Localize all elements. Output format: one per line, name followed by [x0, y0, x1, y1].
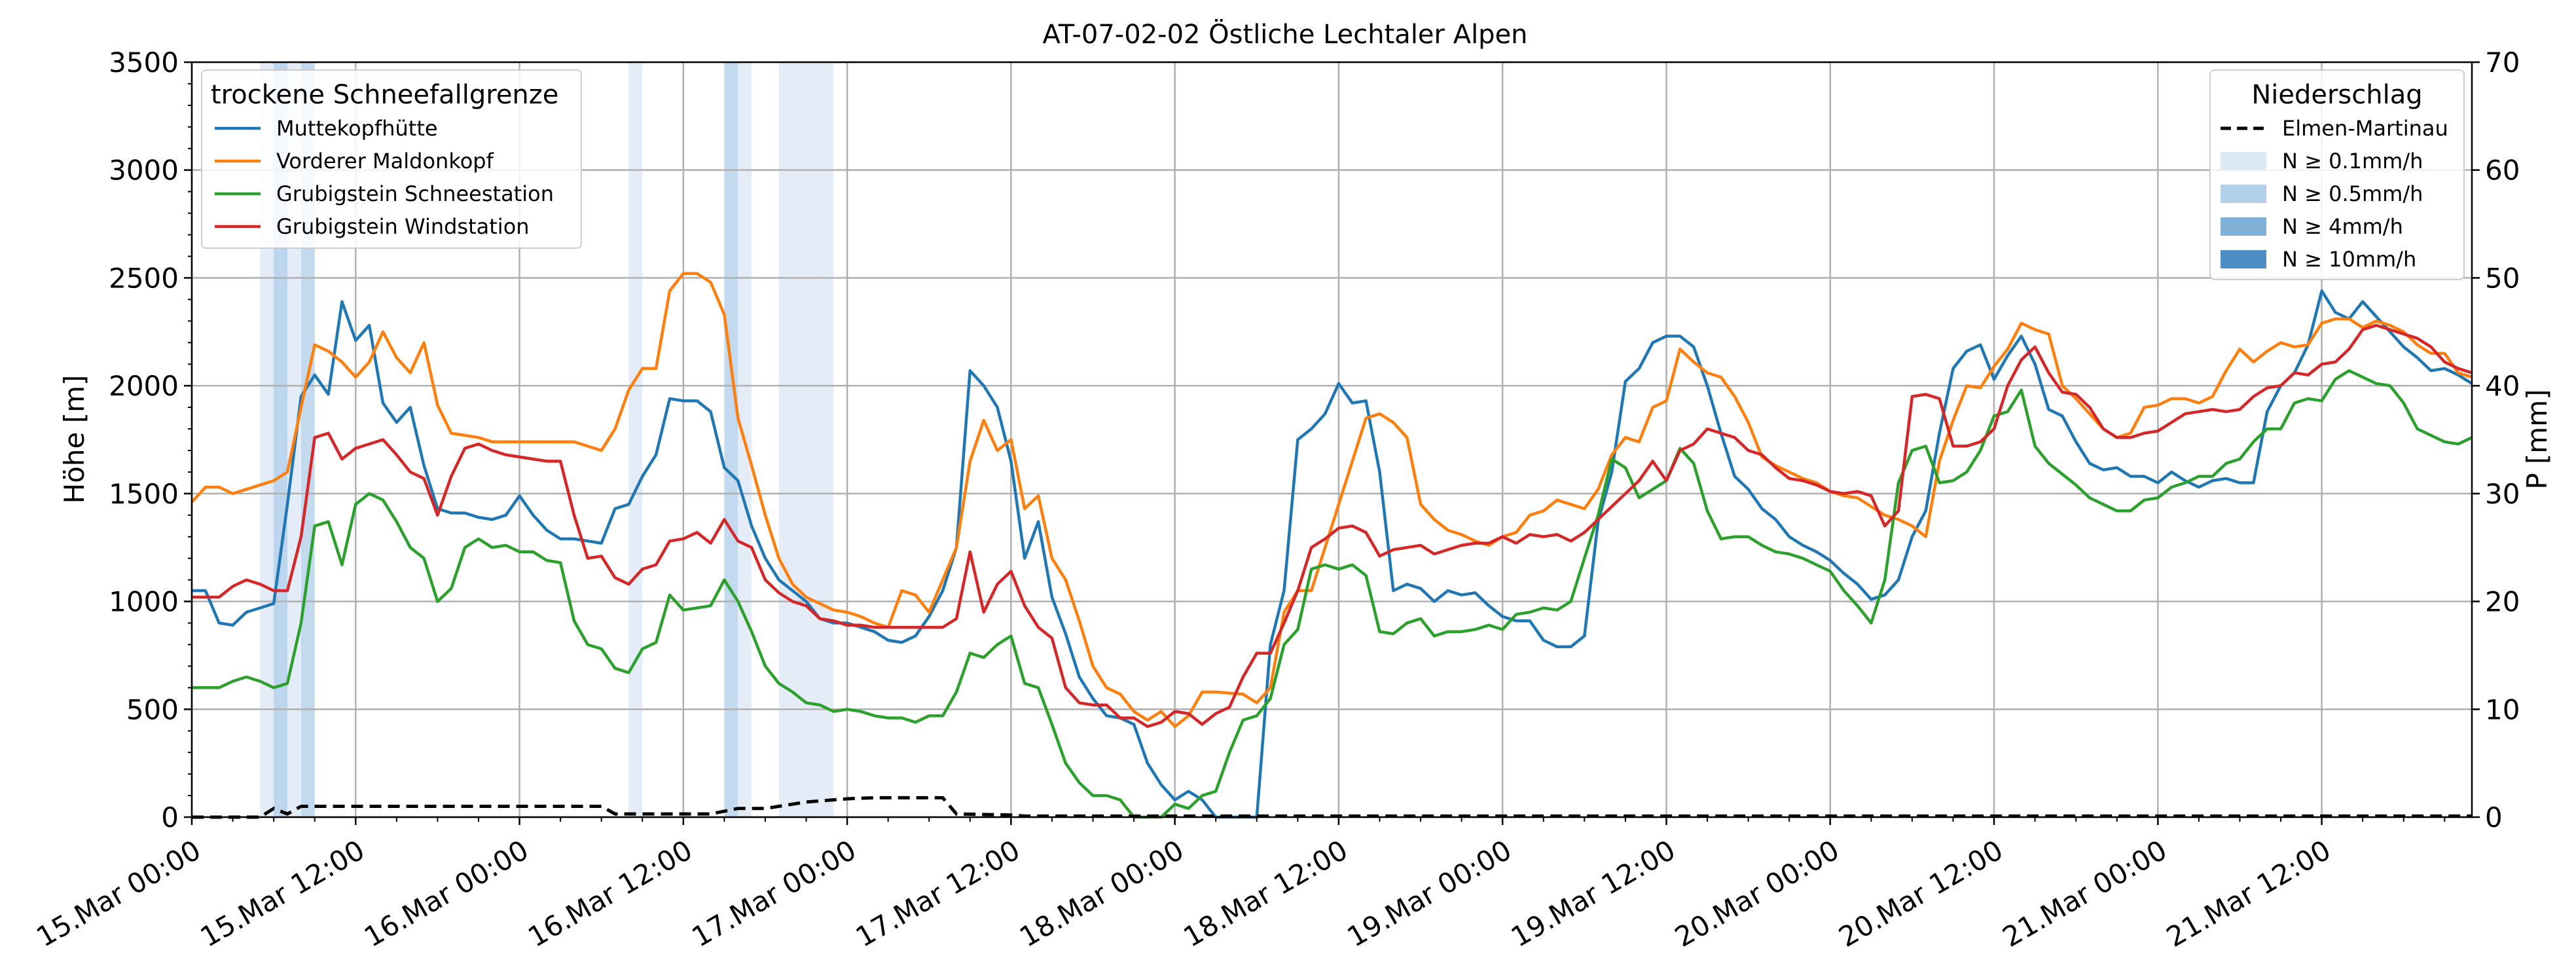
x-tick-label: 21.Mar 12:00: [2161, 834, 2336, 953]
x-tick-label: 15.Mar 12:00: [195, 834, 370, 953]
precip-band: [778, 62, 834, 817]
legend-precip-swatch: [2221, 250, 2266, 268]
y-tick-label: 1000: [109, 586, 179, 618]
legend-snowline-title: trockene Schneefallgrenze: [211, 80, 558, 110]
precip-line: [192, 796, 2472, 819]
plot-frame: [190, 61, 2473, 818]
precip-band: [628, 62, 643, 817]
y-tick-label: 1500: [109, 478, 179, 510]
legend-precip: Niederschlag Elmen-Martinau N ≥ 0.1mm/h N …: [2209, 69, 2465, 280]
legend-precip-label: N ≥ 0.1mm/h: [2282, 149, 2423, 174]
series-line: [192, 369, 2473, 819]
legend-precip-label: N ≥ 4mm/h: [2282, 214, 2403, 239]
x-tick-label: 18.Mar 12:00: [1178, 834, 1352, 953]
x-tick-label: 19.Mar 00:00: [1342, 834, 1517, 953]
x-tick-label: 17.Mar 12:00: [850, 834, 1025, 953]
legend-precip-label: Elmen-Martinau: [2282, 116, 2448, 141]
x-tick-label: 16.Mar 00:00: [359, 834, 534, 953]
y-tick-label: 3500: [109, 46, 179, 79]
y2-axis-label: P [mm]: [2521, 389, 2553, 489]
x-tick-label: 20.Mar 12:00: [1833, 834, 2008, 953]
series-line: [192, 323, 2473, 728]
y2-tick-label: 20: [2485, 586, 2520, 618]
chart-title: AT-07-02-02 Östliche Lechtaler Alpen: [1042, 18, 1527, 50]
precip-band: [274, 62, 287, 817]
x-tick-label: 20.Mar 00:00: [1669, 834, 1844, 953]
legend-line-label: Grubigstein Schneestation: [276, 181, 554, 206]
legend-line-label: Grubigstein Windstation: [276, 214, 530, 239]
precip-band: [724, 62, 738, 817]
x-tick-label: 19.Mar 12:00: [1506, 834, 1680, 953]
y2-tick-label: 30: [2485, 478, 2520, 510]
x-tick-label: 18.Mar 00:00: [1014, 834, 1189, 953]
y2-tick-label: 0: [2485, 801, 2503, 834]
legend-snowline: trockene Schneefallgrenze Muttekopfhütte…: [201, 69, 582, 249]
legend-precip-box: [2209, 69, 2465, 280]
y2-tick-label: 70: [2485, 46, 2520, 79]
precip-bands: [260, 62, 834, 817]
legend-precip-label: N ≥ 0.5mm/h: [2282, 181, 2423, 206]
legend-precip-swatch: [2221, 152, 2266, 170]
legend-precip-swatch: [2221, 217, 2266, 236]
legend-line-label: Muttekopfhütte: [276, 116, 438, 141]
x-tick-label: 17.Mar 00:00: [687, 834, 862, 953]
legend-precip-label: N ≥ 10mm/h: [2282, 247, 2416, 272]
series-line: [192, 289, 2473, 819]
legend-precip-title: Niederschlag: [2251, 80, 2422, 110]
y-tick-label: 2500: [109, 262, 179, 294]
series-line: [190, 272, 2473, 728]
y2-tick-label: 60: [2485, 155, 2520, 187]
series-lines: [190, 272, 2473, 819]
legend-snowline-box: [201, 69, 582, 249]
precip-band: [300, 62, 315, 817]
legend-precip-swatch: [2221, 185, 2266, 203]
y-tick-label: 500: [126, 693, 179, 725]
legend-line-label: Vorderer Maldonkopf: [276, 149, 494, 174]
y2-tick-label: 10: [2485, 693, 2520, 725]
y-axis-label: Höhe [m]: [58, 375, 90, 504]
y-tick-label: 2000: [109, 370, 179, 402]
x-tick-label: 21.Mar 00:00: [1997, 834, 2172, 953]
y2-tick-label: 40: [2485, 370, 2520, 402]
x-tick-label: 15.Mar 00:00: [31, 834, 206, 953]
x-tick-label: 16.Mar 12:00: [522, 834, 697, 953]
y-tick-label: 0: [161, 801, 179, 834]
y2-tick-label: 50: [2485, 262, 2520, 294]
y-tick-label: 3000: [109, 155, 179, 187]
